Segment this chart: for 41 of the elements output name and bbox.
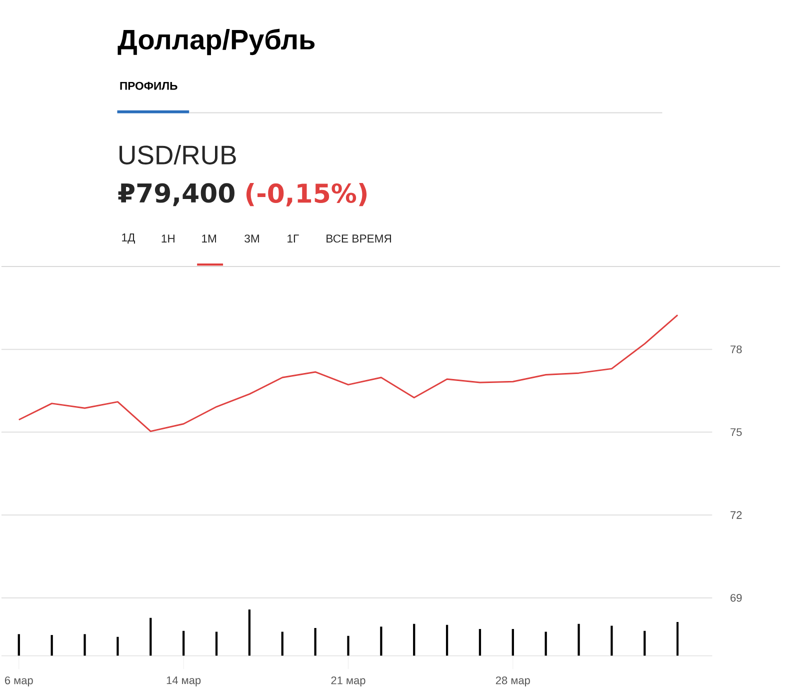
text: (-0,15%) — [246, 183, 367, 206]
bar — [116, 636, 119, 656]
y-tick-label: 75 — [730, 428, 742, 436]
text: 1М — [202, 234, 216, 243]
y-tick-label: 72 — [730, 511, 742, 519]
x-tick-label: 6 мар — [5, 676, 33, 687]
bar — [578, 624, 580, 656]
text: 3М — [244, 234, 259, 243]
bar — [544, 632, 547, 656]
text: ₽79,400 — [118, 183, 234, 206]
bar — [248, 610, 250, 656]
x-tick-label: 14 мар — [166, 676, 201, 686]
bar — [676, 622, 679, 656]
chart-title: Доллар/Рубль — [118, 28, 315, 56]
line-series — [18, 314, 678, 432]
text: 1Д — [122, 234, 135, 244]
bar — [314, 628, 316, 656]
bar — [446, 624, 448, 656]
bar — [610, 626, 613, 656]
bar — [150, 618, 152, 656]
bar — [215, 632, 218, 656]
bar — [413, 624, 416, 656]
bar — [18, 634, 20, 656]
y-tick-label: 69 — [730, 594, 742, 602]
bar — [380, 626, 382, 656]
bar — [84, 634, 86, 656]
text: ПРОФИЛЬ — [120, 82, 178, 90]
bar — [182, 630, 185, 656]
x-tick-label: 28 мар — [496, 676, 530, 687]
text: ВСЕ ВРЕМЯ — [326, 234, 391, 243]
x-tick-label: 21 мар — [331, 676, 366, 687]
bar — [50, 635, 53, 656]
bar — [512, 629, 514, 656]
bar — [281, 632, 284, 656]
text: USD/RUB — [120, 145, 236, 165]
y-tick-label: 78 — [730, 346, 742, 354]
bar — [347, 636, 350, 656]
text: 1Г — [288, 234, 299, 243]
bar — [644, 630, 646, 656]
bar — [478, 629, 482, 656]
text: 1Н — [162, 234, 174, 243]
